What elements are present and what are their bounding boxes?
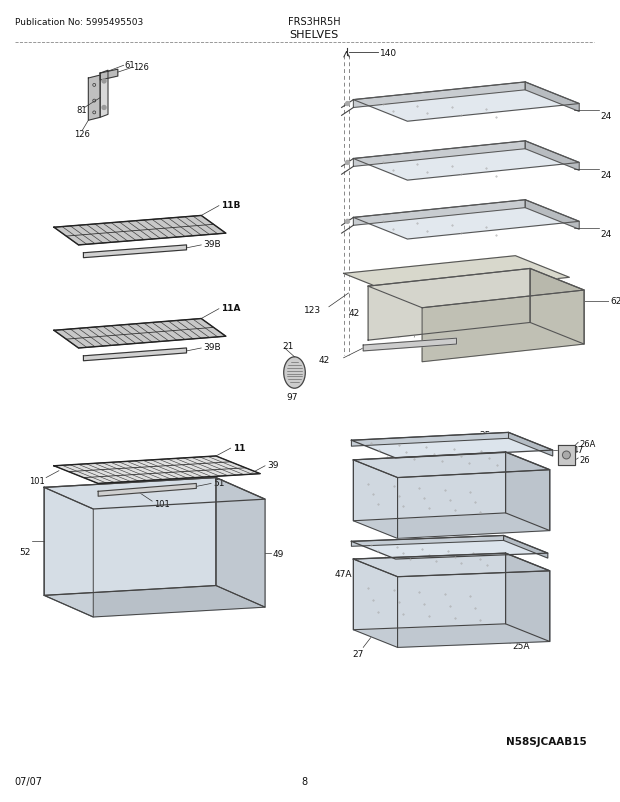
Polygon shape [352,536,503,547]
Polygon shape [352,433,508,447]
Circle shape [345,220,350,224]
Text: N58SJCAAB15: N58SJCAAB15 [507,735,587,746]
Polygon shape [44,488,93,618]
Text: 26: 26 [579,456,590,465]
Circle shape [562,452,570,460]
Polygon shape [505,452,550,531]
Polygon shape [508,433,552,456]
Polygon shape [368,269,584,308]
Polygon shape [353,452,505,521]
Text: 49: 49 [273,549,285,558]
Text: 11: 11 [232,443,245,452]
Text: 81: 81 [77,106,87,115]
Text: 42: 42 [319,356,330,365]
Text: Publication No: 5995495503: Publication No: 5995495503 [15,18,143,26]
Polygon shape [525,83,579,112]
Text: FRS3HR5H: FRS3HR5H [288,17,340,27]
Polygon shape [353,142,525,167]
Polygon shape [216,478,265,607]
Polygon shape [343,257,569,296]
Text: 126: 126 [74,130,91,140]
Text: 39: 39 [267,460,278,470]
Polygon shape [353,559,397,647]
Text: 24: 24 [601,111,612,120]
Polygon shape [422,290,584,363]
Polygon shape [54,456,260,484]
Polygon shape [353,200,525,226]
Text: 27: 27 [353,649,364,658]
Text: 25: 25 [479,431,490,439]
Polygon shape [397,470,550,539]
Polygon shape [353,553,505,630]
Polygon shape [44,585,265,618]
Text: 61: 61 [125,61,135,70]
Polygon shape [353,452,550,478]
Polygon shape [100,71,108,118]
Text: 101: 101 [30,476,45,485]
Text: 97: 97 [286,392,298,401]
Polygon shape [89,76,100,121]
Polygon shape [353,142,579,181]
Text: 51: 51 [213,478,224,488]
Text: 39B: 39B [203,240,221,249]
Text: 39B: 39B [203,343,221,352]
Polygon shape [54,319,226,349]
Polygon shape [353,200,579,240]
Text: 26A: 26A [579,439,596,448]
Polygon shape [353,83,579,122]
Polygon shape [100,70,118,81]
Polygon shape [353,460,397,539]
Text: 52: 52 [20,547,31,556]
Polygon shape [557,446,575,465]
Polygon shape [505,553,550,642]
Polygon shape [98,484,197,496]
Text: 140: 140 [380,49,397,58]
Polygon shape [352,433,552,459]
Text: 8: 8 [301,776,308,786]
Text: 24: 24 [601,229,612,238]
Text: 47A: 47A [335,569,352,578]
Polygon shape [525,142,579,171]
Text: 11A: 11A [221,304,241,313]
Polygon shape [397,571,550,647]
Text: 21: 21 [283,341,294,350]
Text: 123: 123 [304,306,321,315]
Polygon shape [525,200,579,230]
Polygon shape [54,217,226,245]
Polygon shape [530,269,584,345]
Text: 126: 126 [133,63,149,71]
Polygon shape [363,338,456,351]
Text: 42: 42 [348,309,360,318]
Text: 07/07: 07/07 [15,776,43,786]
Circle shape [102,107,106,111]
Polygon shape [84,349,187,361]
Text: 11B: 11B [221,201,241,210]
Polygon shape [353,553,550,577]
Polygon shape [503,536,548,558]
Polygon shape [84,245,187,258]
Text: 101: 101 [154,499,170,508]
Circle shape [102,80,106,84]
Polygon shape [368,269,530,341]
Polygon shape [44,478,216,596]
Circle shape [345,103,350,107]
Text: 25A: 25A [358,578,376,587]
Polygon shape [353,83,525,108]
Ellipse shape [284,358,305,389]
Text: 47: 47 [572,445,583,454]
Text: 24: 24 [601,171,612,180]
Circle shape [345,161,350,165]
Text: 62: 62 [611,297,620,306]
Text: 25A: 25A [513,641,530,650]
Text: SHELVES: SHELVES [290,30,339,40]
Polygon shape [352,536,548,559]
